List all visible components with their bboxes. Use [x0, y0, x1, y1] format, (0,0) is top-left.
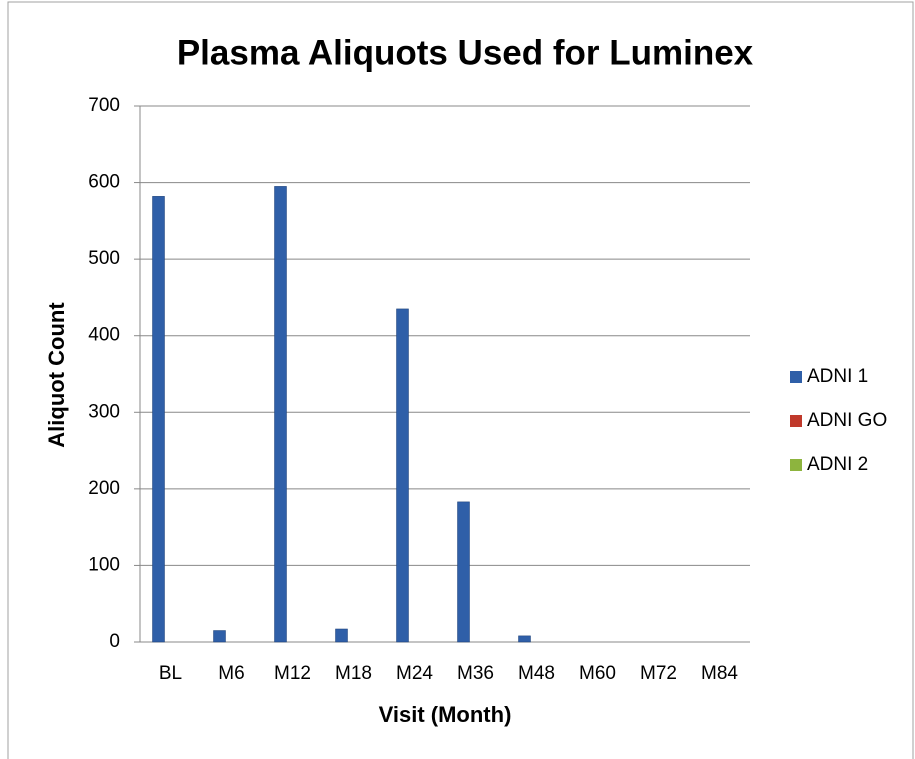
- y-axis-label: Aliquot Count: [44, 302, 69, 448]
- y-tick-label: 200: [88, 478, 120, 499]
- y-tick-label: 600: [88, 172, 120, 193]
- x-tick-label: BL: [159, 663, 182, 684]
- legend-label: ADNI 2: [807, 454, 868, 475]
- x-tick-label: M24: [396, 663, 433, 684]
- legend-label: ADNI GO: [807, 410, 887, 431]
- x-axis-label: Visit (Month): [379, 702, 512, 727]
- y-tick-label: 500: [88, 248, 120, 269]
- x-tick-label: M36: [457, 663, 494, 684]
- chart-frame: [7, 1, 914, 759]
- y-tick-label: 700: [88, 95, 120, 116]
- x-tick-label: M12: [274, 663, 311, 684]
- y-tick-label: 0: [109, 631, 120, 652]
- y-tick-label: 400: [88, 325, 120, 346]
- legend-swatch: [790, 459, 802, 471]
- bar: [152, 196, 165, 643]
- bar: [396, 308, 409, 643]
- x-tick-label: M60: [579, 663, 616, 684]
- bar: [335, 628, 348, 643]
- y-tick-label: 300: [88, 401, 120, 422]
- bar: [213, 630, 226, 643]
- x-tick-label: M18: [335, 663, 372, 684]
- bar: [274, 186, 287, 643]
- x-tick-label: M6: [218, 663, 244, 684]
- legend-swatch: [790, 415, 802, 427]
- y-tick-label: 100: [88, 554, 120, 575]
- x-tick-label: M72: [640, 663, 677, 684]
- bar: [457, 501, 470, 643]
- chart-title: Plasma Aliquots Used for Luminex: [177, 33, 754, 72]
- legend-swatch: [790, 371, 802, 383]
- legend-label: ADNI 1: [807, 366, 868, 387]
- x-tick-label: M84: [701, 663, 738, 684]
- x-tick-label: M48: [518, 663, 555, 684]
- bar: [518, 635, 531, 643]
